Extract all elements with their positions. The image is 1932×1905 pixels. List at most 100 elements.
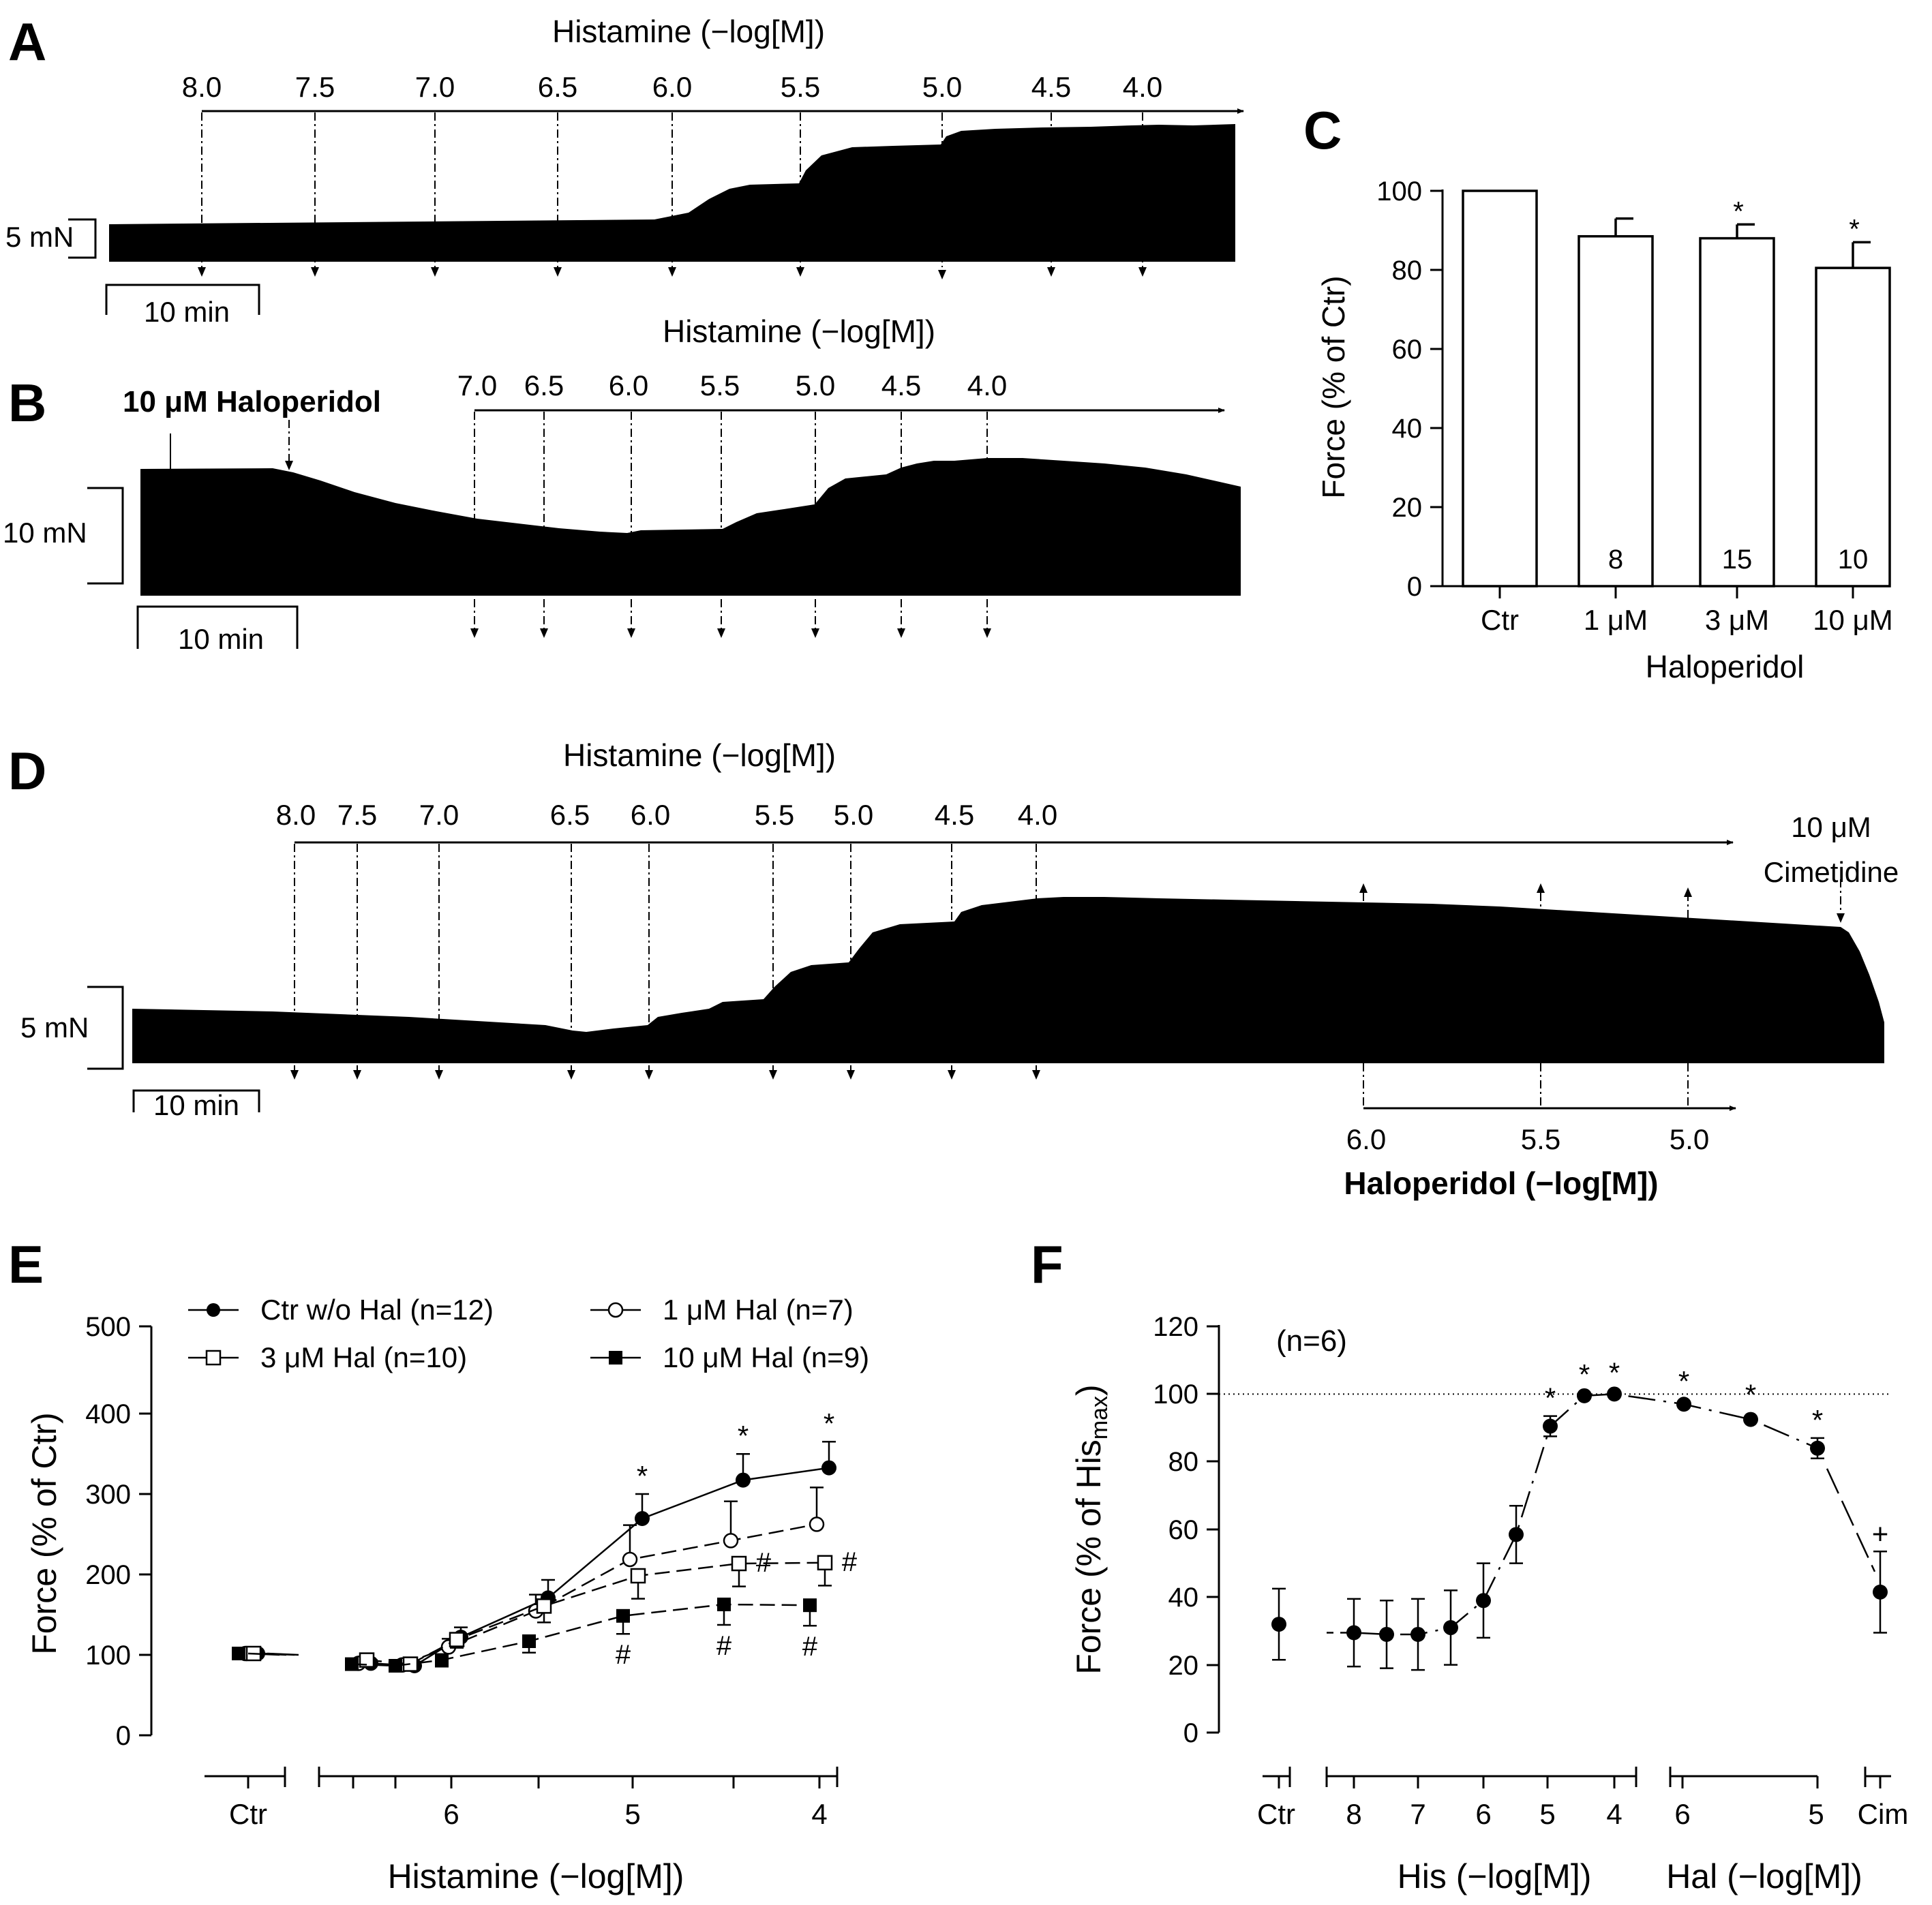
down-arrowhead: [847, 1070, 855, 1080]
down-arrowhead: [796, 267, 804, 277]
panel-d-conc-labels: 8.0 7.5 7.0 6.5 6.0 5.5 5.0 4.5 4.0: [276, 799, 1057, 831]
down-arrowhead: [311, 267, 319, 277]
panel-letter-d: D: [8, 741, 46, 801]
y-tick-label: 40: [1392, 414, 1423, 444]
panel-c-ylabel: Force (% of Ctr): [1316, 275, 1351, 498]
data-point: [1410, 1626, 1425, 1642]
conc-label: 5.5: [755, 799, 794, 831]
x-tick-label: 6: [443, 1798, 459, 1830]
y-tick-label: 0: [116, 1721, 131, 1751]
panel-e-legend: Ctr w/o Hal (n=12) 1 μM Hal (n=7) 3 μM H…: [188, 1294, 869, 1373]
panel-c-yticks: 0 20 40 60 80 100: [1376, 177, 1422, 602]
panel-d-haloperidol-title: Haloperidol (−log[M]): [1344, 1165, 1658, 1201]
significance-mark: *: [1733, 196, 1744, 226]
legend-label: 3 μM Hal (n=10): [260, 1341, 467, 1373]
down-arrowhead: [554, 267, 562, 277]
x-tick-label: 6: [1674, 1798, 1690, 1830]
data-point: [1543, 1418, 1558, 1434]
panel-b-title: Histamine (−log[M]): [663, 314, 935, 349]
conc-label: 4.0: [1018, 799, 1057, 831]
data-point: [1346, 1625, 1361, 1641]
conc-label: 5.5: [700, 369, 740, 401]
panel-a-arrowheads: [198, 267, 1147, 279]
x-tick-label: Ctr: [1481, 604, 1519, 636]
panel-b-trace: [140, 458, 1241, 596]
panel-d-force-scale-bar: [87, 986, 124, 1070]
significance-mark: #: [802, 1632, 818, 1662]
panel-d-markers: [294, 844, 1841, 1108]
n-label: 15: [1722, 545, 1753, 575]
significance-mark: *: [1849, 214, 1860, 244]
bar: [1699, 237, 1775, 588]
y-tick-label: 20: [1168, 1651, 1199, 1681]
down-arrowhead: [769, 1070, 777, 1080]
down-arrowhead: [983, 628, 991, 638]
significance-mark: *: [824, 1407, 834, 1439]
significance-mark: #: [716, 1631, 732, 1661]
data-point: [635, 1511, 650, 1526]
bar: [1462, 189, 1538, 588]
down-arrowhead: [668, 267, 676, 277]
panel-d-time-scale-label: 10 min: [153, 1089, 239, 1121]
conc-label: 6.5: [550, 799, 590, 831]
significance-mark: *: [1579, 1358, 1590, 1390]
y-tick-label: 80: [1392, 256, 1423, 286]
panel-e-yticks: 0 100 200 300 400 500: [85, 1312, 131, 1751]
panel-f-his-label: His (−log[M]): [1398, 1857, 1592, 1895]
panel-e: E Ctr w/o Hal (n=12) 1 μM Hal (n=7) 3 μM…: [8, 1234, 869, 1895]
panel-c-xticks: Ctr 1 μM 3 μM 10 μM: [1481, 604, 1893, 636]
significance-mark: *: [1678, 1365, 1689, 1397]
panel-f: F (n=6): [1031, 1234, 1908, 1895]
data-point: [821, 1460, 836, 1476]
conc-label: 6.0: [1346, 1123, 1386, 1155]
panel-e-xticks: Ctr 6 5 4: [229, 1798, 828, 1830]
panel-e-ylabel: Force (% of Ctr): [25, 1412, 63, 1655]
data-point: [731, 1555, 747, 1572]
panel-f-ylabel: Force (% of Hismax): [1070, 1384, 1113, 1674]
panel-b-force-scale-label: 10 mN: [3, 517, 87, 549]
y-tick-label: 100: [1376, 177, 1422, 207]
series-line: [351, 1603, 811, 1667]
conc-label: 6.0: [609, 369, 648, 401]
data-point: [1873, 1584, 1888, 1600]
x-tick-label: 4: [811, 1798, 827, 1830]
panel-e-xlabel: Histamine (−log[M]): [388, 1857, 684, 1895]
bar: [1578, 234, 1654, 588]
panel-b-conc-labels: 7.0 6.5 6.0 5.5 5.0 4.5 4.0: [457, 369, 1007, 401]
panel-f-n-label: (n=6): [1276, 1324, 1347, 1358]
y-tick-label: 60: [1392, 335, 1423, 365]
legend-label: 1 μM Hal (n=7): [663, 1294, 854, 1326]
y-tick-label: 100: [1153, 1380, 1198, 1409]
data-point: [536, 1598, 552, 1614]
down-arrowhead: [470, 628, 479, 638]
down-arrowhead: [948, 1070, 956, 1080]
series-line: [1826, 1468, 1876, 1572]
panel-f-hal-label: Hal (−log[M]): [1666, 1857, 1862, 1895]
significance-mark: #: [842, 1547, 858, 1577]
y-tick-label: 400: [85, 1399, 131, 1429]
y-tick-label: 60: [1168, 1515, 1199, 1545]
up-arrowhead: [1537, 883, 1545, 893]
significance-mark: *: [1745, 1379, 1756, 1411]
ylabel-subscript: max: [1087, 1396, 1113, 1439]
conc-label: 7.5: [295, 71, 335, 103]
n-label: 8: [1608, 545, 1623, 575]
down-arrowhead: [1837, 913, 1845, 923]
significance-mark: *: [1812, 1404, 1823, 1436]
panel-d-arrowheads: [290, 883, 1845, 1080]
series-line: [247, 1652, 280, 1656]
panel-letter-e: E: [8, 1234, 44, 1294]
data-point: [630, 1568, 646, 1584]
ylabel-end: ): [1070, 1384, 1108, 1396]
panel-d-time-scale-bar: [132, 1089, 260, 1112]
down-arrowhead: [435, 1070, 443, 1080]
down-arrowhead: [1032, 1070, 1040, 1080]
series-line: [358, 1523, 817, 1666]
x-tick-label: 7: [1410, 1798, 1425, 1830]
x-tick-label: 3 μM: [1705, 604, 1769, 636]
data-point: [723, 1533, 739, 1549]
data-point: [389, 1659, 402, 1673]
down-arrowhead: [897, 628, 905, 638]
panel-b-markers: [474, 412, 988, 628]
